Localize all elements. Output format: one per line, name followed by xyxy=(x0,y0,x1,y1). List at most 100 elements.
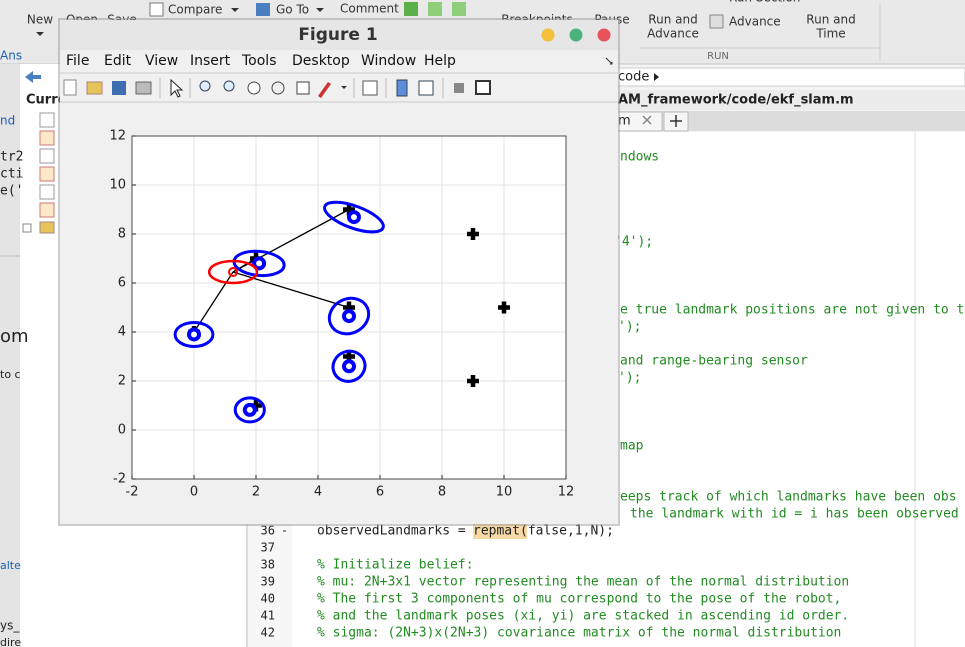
tool-colorbar[interactable] xyxy=(396,79,408,97)
tool-save[interactable] xyxy=(112,81,126,95)
dock-arrow[interactable] xyxy=(605,57,613,65)
tool-datacursor[interactable] xyxy=(296,81,310,95)
estimate-marker xyxy=(342,359,356,374)
wrap-comment-icon[interactable] xyxy=(452,2,466,16)
crumb-arrow xyxy=(654,73,659,81)
sidebar-fragment: e(' xyxy=(0,184,23,199)
code-fragment: '); xyxy=(618,371,641,386)
tool-link[interactable] xyxy=(362,80,378,96)
axes-box xyxy=(131,135,567,480)
uncomment-icon[interactable] xyxy=(428,2,442,16)
menubar: File Edit View Insert Tools Desktop Window Help xyxy=(66,53,456,69)
panel-title: Curre xyxy=(26,93,67,108)
menu-item[interactable]: Help xyxy=(424,53,456,69)
covariance-ellipse xyxy=(323,200,385,234)
run-section-button[interactable]: Run Section xyxy=(729,0,800,5)
code-fragment: map xyxy=(620,439,644,454)
covariance-ellipse xyxy=(327,296,371,336)
sidebar-fragment: nd xyxy=(0,114,15,128)
goto-dropdown[interactable] xyxy=(316,8,324,12)
compare-icon xyxy=(149,2,164,17)
covariance-ellipse xyxy=(173,320,215,348)
run-time-line1[interactable]: Run and xyxy=(806,13,855,27)
file-icon[interactable] xyxy=(39,184,55,200)
tab-close[interactable] xyxy=(642,115,652,125)
tool-zoom-out[interactable] xyxy=(223,80,235,92)
folder-icon[interactable] xyxy=(39,221,55,234)
figure-toolbar xyxy=(63,78,491,98)
code-fragment: the landmark with id = i has been observ… xyxy=(630,507,959,522)
figure-window: Figure 1 File Edit View Insert Tools Desktop W… xyxy=(58,18,620,526)
address-crumb[interactable]: code xyxy=(618,70,649,85)
tool-hide-plottools[interactable] xyxy=(454,83,464,93)
file-icon[interactable] xyxy=(39,202,55,218)
x-tick-label: 8 xyxy=(438,485,446,500)
menu-item[interactable]: Tools xyxy=(241,53,277,69)
code-lines: 37 38 % Initialize belief: 39 % mu: 2N+3x1 v… xyxy=(261,541,850,641)
file-icon[interactable] xyxy=(39,130,55,146)
x-tick-label: 6 xyxy=(376,485,384,500)
file-icon[interactable] xyxy=(39,166,55,182)
estimate-marker xyxy=(346,210,361,225)
advance-button[interactable]: Advance xyxy=(729,15,781,29)
breakpoint-marker[interactable]: - xyxy=(281,524,288,538)
estimate-marker xyxy=(342,309,356,324)
menu-item[interactable]: Window xyxy=(361,53,416,69)
tool-rotate[interactable] xyxy=(271,81,285,95)
menu-item[interactable]: Desktop xyxy=(292,53,350,69)
menu-item[interactable]: View xyxy=(145,53,178,69)
tool-zoom-in[interactable] xyxy=(199,80,211,92)
code-text-highlighted: repmat xyxy=(473,524,520,539)
file-icon[interactable] xyxy=(39,112,55,128)
new-button[interactable]: New xyxy=(27,13,53,27)
sidebar-fragment: ys_ xyxy=(0,619,20,633)
robot-ellipse xyxy=(207,259,259,285)
code-comment: % sigma: (2N+3)x(2N+3) covariance matrix… xyxy=(317,626,841,641)
estimate-marker xyxy=(252,256,267,271)
tool-pointer[interactable] xyxy=(170,78,184,98)
code-comment: % and the landmark poses (xi, yi) are st… xyxy=(317,609,849,624)
tool-new[interactable] xyxy=(63,79,77,96)
x-tick-label: 4 xyxy=(314,485,322,500)
menu-item[interactable]: File xyxy=(66,53,89,69)
estimate-marker xyxy=(187,327,201,342)
goto-icon xyxy=(256,3,270,16)
goto-button[interactable]: Go To xyxy=(276,3,309,17)
tool-open[interactable] xyxy=(86,81,103,95)
new-dropdown[interactable] xyxy=(36,32,44,36)
tool-pan[interactable] xyxy=(247,81,261,95)
file-icon[interactable] xyxy=(39,148,55,164)
compare-button[interactable]: Compare xyxy=(168,3,222,17)
y-tick-label: 4 xyxy=(118,325,126,340)
maximize-button[interactable] xyxy=(569,28,583,42)
y-tick-label: 2 xyxy=(118,374,126,389)
comment-button[interactable]: Comment xyxy=(340,2,399,16)
tool-show-plottools[interactable] xyxy=(475,80,491,95)
tool-brush[interactable] xyxy=(318,82,331,98)
x-tick-label: 12 xyxy=(558,485,575,500)
run-advance-line2[interactable]: Advance xyxy=(647,27,699,41)
window-title: Figure 1 xyxy=(298,25,377,45)
back-arrow[interactable] xyxy=(25,71,41,83)
sidebar-fragment: cti xyxy=(0,167,23,182)
menu-item[interactable]: Edit xyxy=(104,53,132,69)
expand-button[interactable] xyxy=(22,223,32,233)
line-number: 36 xyxy=(261,524,275,538)
landmark xyxy=(467,375,479,387)
tool-print[interactable] xyxy=(135,81,152,95)
run-advance-line1[interactable]: Run and xyxy=(648,13,697,27)
left-strip xyxy=(0,64,20,647)
compare-dropdown[interactable] xyxy=(231,8,239,12)
line-number: 38 xyxy=(261,558,275,572)
tool-legend[interactable] xyxy=(418,80,434,96)
run-time-line2[interactable]: Time xyxy=(815,27,845,41)
menu-item[interactable]: Insert xyxy=(190,53,231,69)
y-tick-label: 6 xyxy=(118,276,126,291)
minimize-button[interactable] xyxy=(541,28,555,42)
close-button[interactable] xyxy=(597,28,611,42)
code-fragment: and range-bearing sensor xyxy=(620,354,808,369)
brush-dropdown[interactable] xyxy=(341,86,347,89)
tab-label[interactable]: m xyxy=(618,114,631,129)
comment-icon[interactable] xyxy=(404,2,418,16)
